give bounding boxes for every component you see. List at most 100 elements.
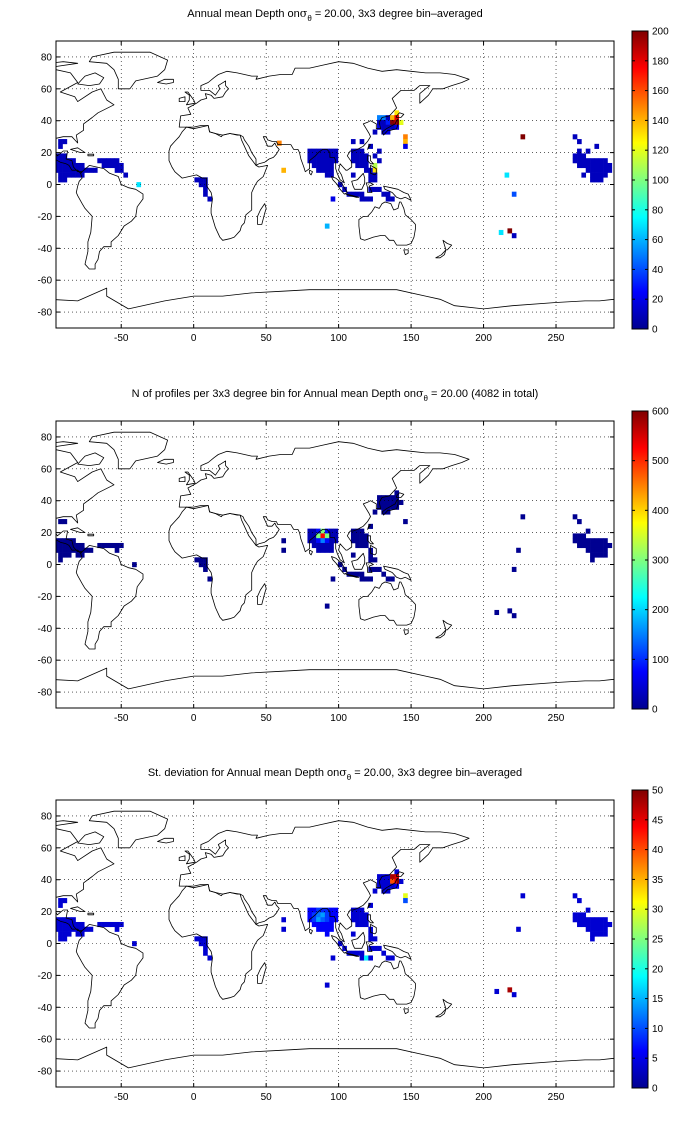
data-cell (277, 140, 282, 146)
data-cell (363, 955, 369, 961)
data-cell (359, 571, 365, 577)
data-cell (598, 921, 604, 928)
x-tick-label: 0 (191, 1092, 197, 1103)
data-cell (377, 495, 382, 501)
map-panel-count: N of profiles per 3x3 degree bin for Ann… (38, 387, 670, 724)
x-tick-label: 150 (403, 713, 420, 724)
data-cell (594, 158, 600, 164)
data-cell (58, 921, 63, 928)
data-cell (359, 162, 365, 169)
data-cell (311, 907, 317, 913)
data-cell (132, 562, 137, 568)
data-cell (194, 177, 200, 183)
data-cell (203, 945, 208, 951)
x-tick-label: 0 (191, 333, 197, 344)
data-cell (381, 129, 387, 135)
coastline (370, 165, 377, 176)
y-tick-label: 60 (41, 464, 53, 475)
x-tick-label: 0 (191, 713, 197, 724)
data-cell (355, 907, 360, 913)
coastline (367, 903, 371, 909)
data-cell (56, 921, 59, 928)
data-cell (572, 158, 578, 164)
data-cell (316, 153, 321, 159)
y-tick-label: 60 (41, 843, 53, 854)
data-cell (590, 557, 595, 563)
coastline (178, 476, 186, 482)
data-cell (372, 167, 378, 173)
data-cell (403, 519, 408, 525)
data-cell (329, 167, 334, 173)
data-cell (316, 538, 321, 544)
coastline (403, 249, 409, 256)
panel-title: Annual mean Depth onσθ = 20.00, 3x3 degr… (187, 7, 482, 23)
colorbar-tick-label: 60 (652, 235, 664, 246)
coastline (20, 63, 42, 69)
data-cell (585, 167, 591, 173)
data-cell (581, 158, 587, 164)
data-cell (598, 926, 604, 932)
data-cell (66, 158, 72, 164)
data-cell (58, 931, 63, 937)
y-tick-label: -80 (38, 688, 53, 699)
data-cell (511, 191, 517, 197)
data-cell (114, 926, 120, 932)
data-cell (577, 158, 582, 164)
data-cell (316, 926, 321, 932)
data-cell (311, 912, 317, 918)
coastline (396, 871, 405, 877)
data-cell (58, 153, 63, 159)
data-cell (403, 134, 408, 140)
coastline (178, 61, 470, 184)
coastline (87, 153, 95, 157)
data-cell (311, 153, 317, 159)
data-cell (350, 571, 356, 577)
coastline (435, 249, 447, 259)
data-cell (355, 917, 360, 923)
data-cell (58, 538, 63, 544)
data-cell (330, 576, 336, 582)
data-cell (594, 538, 600, 544)
data-cell (377, 124, 382, 130)
data-cell (372, 177, 378, 183)
data-cell (516, 547, 521, 553)
data-cell (62, 898, 68, 904)
coastline (75, 545, 144, 650)
data-cell (97, 542, 102, 549)
data-cell (79, 921, 85, 928)
coastline (351, 931, 366, 949)
data-cell (585, 158, 591, 164)
coastline (157, 837, 174, 844)
data-cell (607, 162, 613, 169)
colorbar-tick-label: 40 (652, 845, 664, 856)
data-cell (66, 917, 72, 923)
coastline (75, 165, 144, 270)
data-cell (307, 907, 313, 913)
data-cell (324, 158, 330, 164)
data-cell (363, 576, 369, 582)
x-tick-label: -50 (114, 333, 129, 344)
coastline (56, 287, 614, 328)
data-cell (58, 162, 63, 169)
data-cell (316, 542, 321, 549)
x-tick-label: -50 (114, 1092, 129, 1103)
coastline (56, 828, 115, 933)
data-cell (62, 926, 68, 932)
coastline (442, 998, 453, 1010)
data-cell (132, 941, 137, 947)
data-cell (403, 893, 408, 899)
coastline (370, 924, 377, 935)
data-cell (350, 139, 356, 145)
data-cell (307, 912, 313, 918)
coastline (257, 962, 267, 984)
data-cell (101, 921, 107, 928)
data-cell (377, 883, 382, 889)
data-cell (316, 158, 321, 164)
data-cell (385, 509, 391, 515)
coastline (56, 69, 115, 174)
data-cell (594, 921, 600, 928)
data-cell (368, 523, 373, 529)
data-cell (598, 552, 604, 558)
data-cell (79, 162, 85, 169)
data-cell (590, 552, 595, 558)
